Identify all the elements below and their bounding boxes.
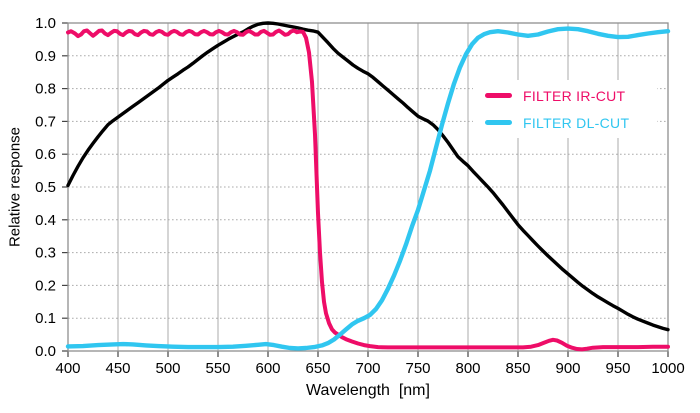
legend-item-ir-cut: FILTER IR-CUT [485,88,657,104]
x-tick-label: 800 [455,360,480,377]
y-tick-label: 0.5 [35,179,56,196]
legend-label-dl-cut: FILTER DL-CUT [523,114,630,131]
x-tick-label: 850 [505,360,530,377]
x-tick-label: 650 [305,360,330,377]
y-tick-label: 0.6 [35,146,56,163]
x-tick-label: 700 [355,360,380,377]
x-tick-label: 600 [255,360,280,377]
x-axis-title: Wavelength [nm] [306,382,430,399]
y-tick-label: 0.8 [35,81,56,98]
x-tick-label: 400 [55,360,80,377]
x-tick-label: 750 [405,360,430,377]
ir-cut-line-swatch-icon [485,93,512,98]
x-tick-label: 550 [205,360,230,377]
filter-ir-cut-curve [66,28,670,352]
legend: FILTER IR-CUT FILTER DL-CUT [473,80,657,138]
x-tick-label: 1000 [651,360,684,377]
y-tick-label: 0.9 [35,48,56,65]
x-tick-label: 500 [155,360,180,377]
y-tick-label: 0.1 [35,310,56,327]
y-tick-label: 0.3 [35,245,56,262]
y-tick-label: 1.0 [35,15,56,32]
y-axis-title: Relative response [6,126,24,248]
sensor-response-curve [66,21,670,332]
legend-item-dl-cut: FILTER DL-CUT [485,115,657,131]
x-tick-label: 450 [105,360,130,377]
y-tick-label: 0.4 [35,212,56,229]
x-tick-label: 950 [605,360,630,377]
x-tick-label: 900 [555,360,580,377]
y-tick-label: 0.0 [35,343,56,360]
y-tick-label: 0.7 [35,113,56,130]
dl-cut-line-swatch-icon [485,120,512,125]
legend-label-ir-cut: FILTER IR-CUT [523,87,626,104]
y-tick-label: 0.2 [35,277,56,294]
filter-dl-cut-curve [65,26,671,351]
